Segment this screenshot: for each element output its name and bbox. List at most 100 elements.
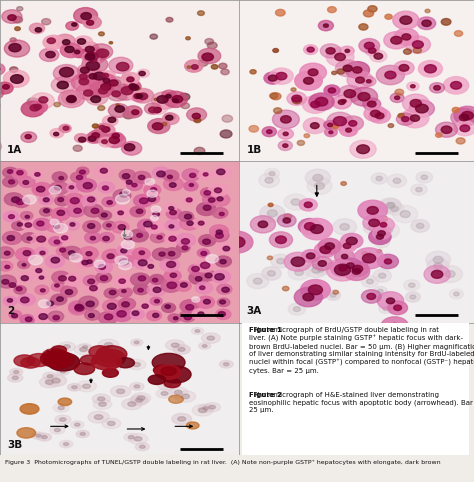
Circle shape [341, 99, 346, 103]
Circle shape [189, 271, 209, 284]
Circle shape [315, 97, 328, 106]
Circle shape [405, 36, 430, 53]
Circle shape [51, 208, 70, 220]
Circle shape [217, 169, 225, 174]
Circle shape [153, 278, 158, 282]
Circle shape [13, 16, 22, 23]
Circle shape [371, 204, 385, 214]
Circle shape [210, 225, 228, 238]
Circle shape [436, 122, 457, 137]
Circle shape [51, 294, 67, 305]
Circle shape [208, 184, 228, 197]
Circle shape [166, 17, 173, 22]
Circle shape [343, 65, 352, 71]
Circle shape [88, 136, 96, 141]
Circle shape [27, 98, 39, 106]
Circle shape [310, 122, 319, 129]
Circle shape [54, 133, 59, 136]
Circle shape [67, 95, 76, 101]
Circle shape [87, 57, 99, 65]
Circle shape [303, 45, 318, 54]
Circle shape [86, 301, 94, 307]
Circle shape [57, 368, 69, 375]
Circle shape [148, 375, 165, 385]
Circle shape [384, 259, 392, 264]
Circle shape [165, 340, 185, 350]
Circle shape [17, 7, 23, 11]
Circle shape [460, 125, 470, 132]
Circle shape [83, 183, 92, 189]
Circle shape [100, 168, 108, 173]
Circle shape [144, 184, 161, 196]
Circle shape [283, 286, 289, 291]
Circle shape [162, 113, 179, 124]
Circle shape [337, 243, 343, 247]
Circle shape [187, 108, 207, 121]
Circle shape [7, 299, 13, 302]
Circle shape [47, 375, 53, 378]
Circle shape [394, 305, 401, 310]
Circle shape [115, 256, 128, 265]
Circle shape [320, 44, 341, 58]
Circle shape [157, 95, 168, 103]
Circle shape [283, 132, 288, 135]
Circle shape [98, 397, 105, 401]
Circle shape [45, 299, 58, 308]
Circle shape [268, 203, 273, 207]
Circle shape [201, 262, 210, 268]
Circle shape [52, 378, 60, 383]
Circle shape [305, 169, 330, 187]
Circle shape [152, 248, 171, 260]
Circle shape [191, 65, 198, 69]
Circle shape [47, 301, 54, 306]
Circle shape [0, 82, 13, 94]
Circle shape [59, 176, 64, 180]
Circle shape [89, 130, 108, 143]
Circle shape [277, 258, 284, 264]
Circle shape [117, 389, 125, 394]
Circle shape [214, 188, 221, 193]
Circle shape [151, 206, 161, 213]
Circle shape [77, 179, 96, 192]
Circle shape [209, 198, 215, 202]
Circle shape [165, 220, 181, 231]
Circle shape [394, 28, 419, 45]
Circle shape [197, 202, 216, 215]
Circle shape [167, 282, 177, 289]
Circle shape [303, 118, 327, 134]
Circle shape [9, 310, 22, 319]
Circle shape [199, 343, 210, 349]
Circle shape [136, 443, 149, 451]
Circle shape [173, 99, 178, 103]
Circle shape [155, 365, 181, 379]
Circle shape [38, 300, 51, 308]
Circle shape [352, 265, 363, 272]
Circle shape [198, 170, 213, 180]
Circle shape [150, 274, 164, 284]
Circle shape [347, 71, 373, 89]
Circle shape [158, 379, 178, 390]
Circle shape [17, 171, 23, 175]
Circle shape [9, 43, 21, 52]
Circle shape [273, 110, 299, 129]
Circle shape [277, 214, 296, 227]
Circle shape [373, 228, 390, 240]
Circle shape [278, 141, 292, 150]
Circle shape [109, 80, 118, 86]
Circle shape [179, 94, 190, 100]
Circle shape [46, 375, 66, 387]
Circle shape [133, 93, 146, 102]
Circle shape [147, 190, 158, 197]
Circle shape [383, 307, 388, 310]
Circle shape [86, 53, 95, 58]
Circle shape [162, 366, 179, 375]
Circle shape [57, 81, 68, 89]
Circle shape [3, 70, 29, 87]
Circle shape [50, 219, 59, 225]
Circle shape [169, 207, 174, 210]
Circle shape [99, 74, 116, 85]
Circle shape [386, 298, 395, 304]
Circle shape [190, 174, 196, 177]
Circle shape [284, 214, 292, 219]
Circle shape [413, 47, 421, 53]
